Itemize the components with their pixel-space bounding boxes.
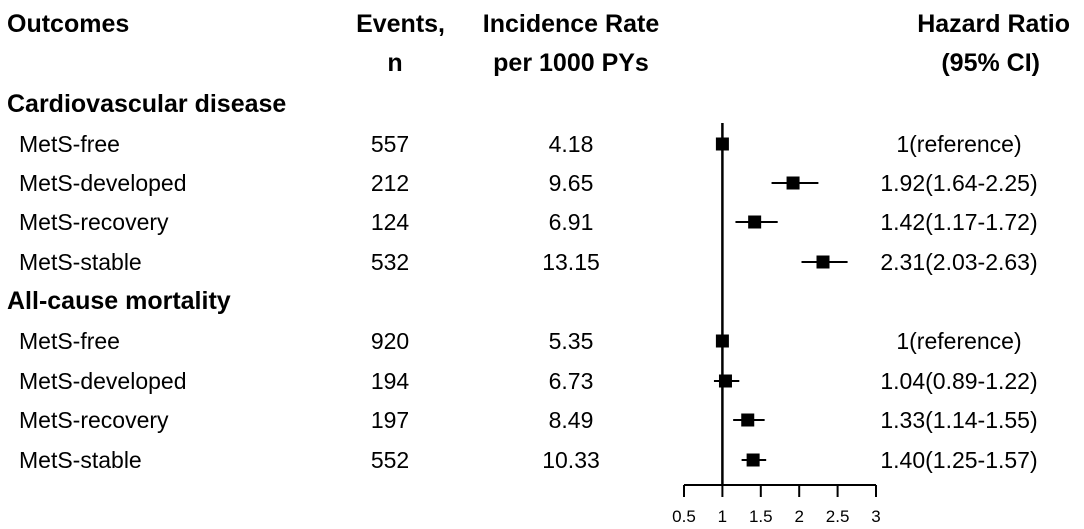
header-incidence-rate: Incidence Rate bbox=[482, 10, 660, 38]
row-incidence-rate: 5.35 bbox=[548, 328, 594, 354]
x-tick-label: 0.5 bbox=[672, 507, 696, 526]
x-tick-label: 2 bbox=[794, 507, 803, 526]
row-events: 124 bbox=[370, 209, 410, 235]
row-events: 212 bbox=[370, 170, 410, 196]
hr-point-marker bbox=[786, 176, 800, 190]
header-hazard-ratio-ci: (95% CI) bbox=[941, 49, 1040, 77]
x-tick-label: 1 bbox=[718, 507, 727, 526]
row-incidence-rate: 6.91 bbox=[548, 209, 594, 235]
hr-point-marker bbox=[816, 255, 830, 269]
hr-point-marker bbox=[715, 137, 729, 151]
row-group-label: MetS-developed bbox=[19, 368, 187, 394]
section-title-cardiovascular: Cardiovascular disease bbox=[7, 90, 287, 118]
row-events: 532 bbox=[370, 249, 410, 275]
row-group-label: MetS-free bbox=[19, 328, 120, 354]
row-group-label: MetS-recovery bbox=[19, 209, 169, 235]
row-events: 194 bbox=[370, 368, 410, 394]
table-row: MetS-recovery 197 8.49 1.33(1.14-1.55) bbox=[0, 405, 1084, 435]
row-group-label: MetS-stable bbox=[19, 249, 142, 275]
row-events: 557 bbox=[370, 131, 410, 157]
row-hazard-ratio: 1(reference) bbox=[896, 328, 1022, 354]
row-group-label: MetS-stable bbox=[19, 447, 142, 473]
table-row: MetS-free 920 5.35 1(reference) bbox=[0, 326, 1084, 356]
row-hazard-ratio: 1.04(0.89-1.22) bbox=[880, 368, 1038, 394]
table-row: MetS-recovery 124 6.91 1.42(1.17-1.72) bbox=[0, 207, 1084, 237]
header-incidence-rate-unit: per 1000 PYs bbox=[493, 49, 649, 77]
table-row: MetS-stable 552 10.33 1.40(1.25-1.57) bbox=[0, 445, 1084, 475]
header-events-unit: n bbox=[387, 49, 403, 77]
row-group-label: MetS-free bbox=[19, 131, 120, 157]
row-incidence-rate: 10.33 bbox=[542, 447, 600, 473]
row-incidence-rate: 8.49 bbox=[548, 407, 594, 433]
row-hazard-ratio: 1.92(1.64-2.25) bbox=[880, 170, 1038, 196]
table-row: MetS-developed 194 6.73 1.04(0.89-1.22) bbox=[0, 366, 1084, 396]
row-incidence-rate: 4.18 bbox=[548, 131, 594, 157]
row-hazard-ratio: 1.42(1.17-1.72) bbox=[880, 209, 1038, 235]
row-events: 920 bbox=[370, 328, 410, 354]
x-tick-label: 1.5 bbox=[749, 507, 773, 526]
hr-point-marker bbox=[748, 215, 762, 229]
row-incidence-rate: 13.15 bbox=[542, 249, 600, 275]
header-outcomes: Outcomes bbox=[7, 10, 130, 38]
row-events: 197 bbox=[370, 407, 410, 433]
row-incidence-rate: 6.73 bbox=[548, 368, 594, 394]
table-row: MetS-developed 212 9.65 1.92(1.64-2.25) bbox=[0, 168, 1084, 198]
section-title-all-cause-mortality: All-cause mortality bbox=[7, 287, 231, 315]
header-events: Events, bbox=[356, 10, 445, 38]
row-hazard-ratio: 1.33(1.14-1.55) bbox=[880, 407, 1038, 433]
row-hazard-ratio: 1(reference) bbox=[896, 131, 1022, 157]
table-row: MetS-free 557 4.18 1(reference) bbox=[0, 129, 1084, 159]
row-events: 552 bbox=[370, 447, 410, 473]
table-row: MetS-stable 532 13.15 2.31(2.03-2.63) bbox=[0, 247, 1084, 277]
hr-point-marker bbox=[715, 334, 729, 348]
header-hazard-ratio: Hazard Ratio bbox=[917, 10, 1070, 38]
hr-point-marker bbox=[718, 374, 732, 388]
row-incidence-rate: 9.65 bbox=[548, 170, 594, 196]
row-hazard-ratio: 2.31(2.03-2.63) bbox=[880, 249, 1038, 275]
row-group-label: MetS-developed bbox=[19, 170, 187, 196]
x-tick-label: 3 bbox=[871, 507, 880, 526]
hr-point-marker bbox=[746, 453, 760, 467]
row-group-label: MetS-recovery bbox=[19, 407, 169, 433]
row-hazard-ratio: 1.40(1.25-1.57) bbox=[880, 447, 1038, 473]
x-tick-label: 2.5 bbox=[826, 507, 850, 526]
hr-point-marker bbox=[741, 413, 755, 427]
